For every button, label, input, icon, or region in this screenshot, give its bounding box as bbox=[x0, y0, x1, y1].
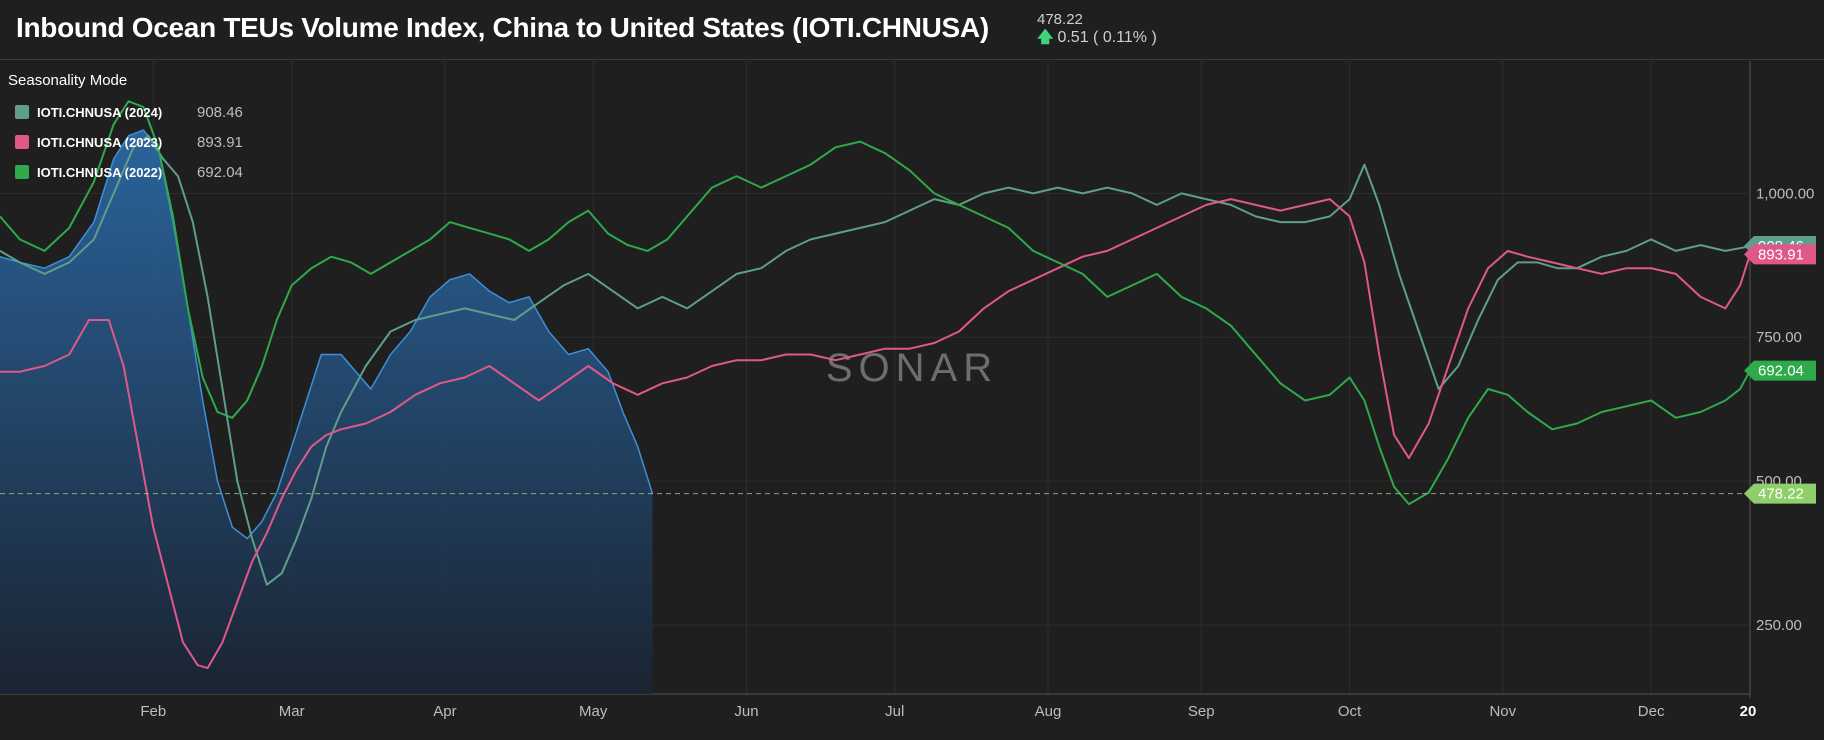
value-tag-text: 893.91 bbox=[1758, 246, 1804, 263]
x-tick-label: Feb bbox=[140, 703, 166, 720]
value-tag: 692.04 bbox=[1744, 360, 1816, 381]
change-text: 0.51 ( 0.11% ) bbox=[1057, 29, 1157, 46]
legend-value-2022: 692.04 bbox=[197, 163, 243, 181]
chart-area[interactable]: SONAR 250.00 500.00 750.00 1,000.00 Feb Mar A… bbox=[0, 61, 1824, 735]
y-tick-label: 1,000.00 bbox=[1756, 185, 1814, 202]
x-tick-label: 20 bbox=[1740, 703, 1757, 720]
series-line-2 bbox=[0, 100, 1751, 506]
chart-title: Inbound Ocean TEUs Volume Index, China t… bbox=[16, 12, 989, 43]
legend-label-2022: IOTI.CHNUSA (2022) bbox=[37, 164, 163, 180]
series-line-1 bbox=[0, 198, 1751, 670]
up-arrow-icon: 🡅 bbox=[1037, 29, 1054, 46]
legend-mode-label: Seasonality Mode bbox=[8, 72, 128, 89]
legend-value-2023: 893.91 bbox=[197, 133, 243, 151]
legend-value-2024: 908.46 bbox=[197, 103, 243, 121]
current-area-fill bbox=[0, 130, 653, 695]
legend-item-2024[interactable]: IOTI.CHNUSA (2024) 908.46 bbox=[8, 97, 243, 127]
legend-swatch-2023 bbox=[15, 135, 29, 149]
x-axis: Feb Mar Apr May Jun Jul Aug Sep Oct Nov Dec 20 bbox=[140, 703, 1756, 720]
series-line-0 bbox=[0, 134, 1751, 586]
quote-box: 478.22 🡅 0.51 ( 0.11% ) bbox=[1037, 12, 1157, 46]
legend: Seasonality Mode IOTI.CHNUSA (2024) 908.… bbox=[8, 72, 243, 187]
sonar-watermark: SONAR bbox=[826, 346, 998, 390]
value-tag-text: 478.22 bbox=[1758, 486, 1804, 503]
legend-label-2024: IOTI.CHNUSA (2024) bbox=[37, 104, 163, 120]
value-tag: 478.22 bbox=[1744, 483, 1816, 504]
value-tag-text: 692.04 bbox=[1758, 363, 1804, 380]
value-tag: 893.91 bbox=[1744, 244, 1816, 265]
series-lines bbox=[0, 100, 1751, 670]
x-tick-label: Dec bbox=[1638, 703, 1665, 720]
y-tick-label: 750.00 bbox=[1756, 329, 1802, 346]
value-tag-shape bbox=[1744, 483, 1816, 504]
chart-header: Inbound Ocean TEUs Volume Index, China t… bbox=[0, 0, 1824, 60]
value-tag-shape bbox=[1744, 360, 1816, 381]
x-tick-label: Oct bbox=[1338, 703, 1362, 720]
change-value: 🡅 0.51 ( 0.11% ) bbox=[1037, 30, 1157, 46]
current-area-line bbox=[0, 129, 654, 540]
x-tick-label: Jun bbox=[734, 703, 758, 720]
x-tick-label: Jul bbox=[885, 703, 904, 720]
legend-label-2023: IOTI.CHNUSA (2023) bbox=[37, 134, 163, 150]
x-tick-label: Mar bbox=[279, 703, 305, 720]
x-tick-label: Nov bbox=[1489, 703, 1516, 720]
legend-item-2023[interactable]: IOTI.CHNUSA (2023) 893.91 bbox=[8, 127, 243, 157]
x-tick-label: Sep bbox=[1188, 703, 1215, 720]
x-tick-label: May bbox=[579, 703, 608, 720]
legend-swatch-2022 bbox=[15, 165, 29, 179]
current-year-area bbox=[0, 129, 654, 695]
last-value: 478.22 bbox=[1037, 11, 1083, 28]
value-tag-shape bbox=[1744, 244, 1816, 265]
x-tick-label: Aug bbox=[1035, 703, 1062, 720]
y-tick-label: 250.00 bbox=[1756, 617, 1802, 634]
legend-swatch-2024 bbox=[15, 105, 29, 119]
x-tick-label: Apr bbox=[433, 703, 456, 720]
legend-item-2022[interactable]: IOTI.CHNUSA (2022) 692.04 bbox=[8, 157, 243, 187]
